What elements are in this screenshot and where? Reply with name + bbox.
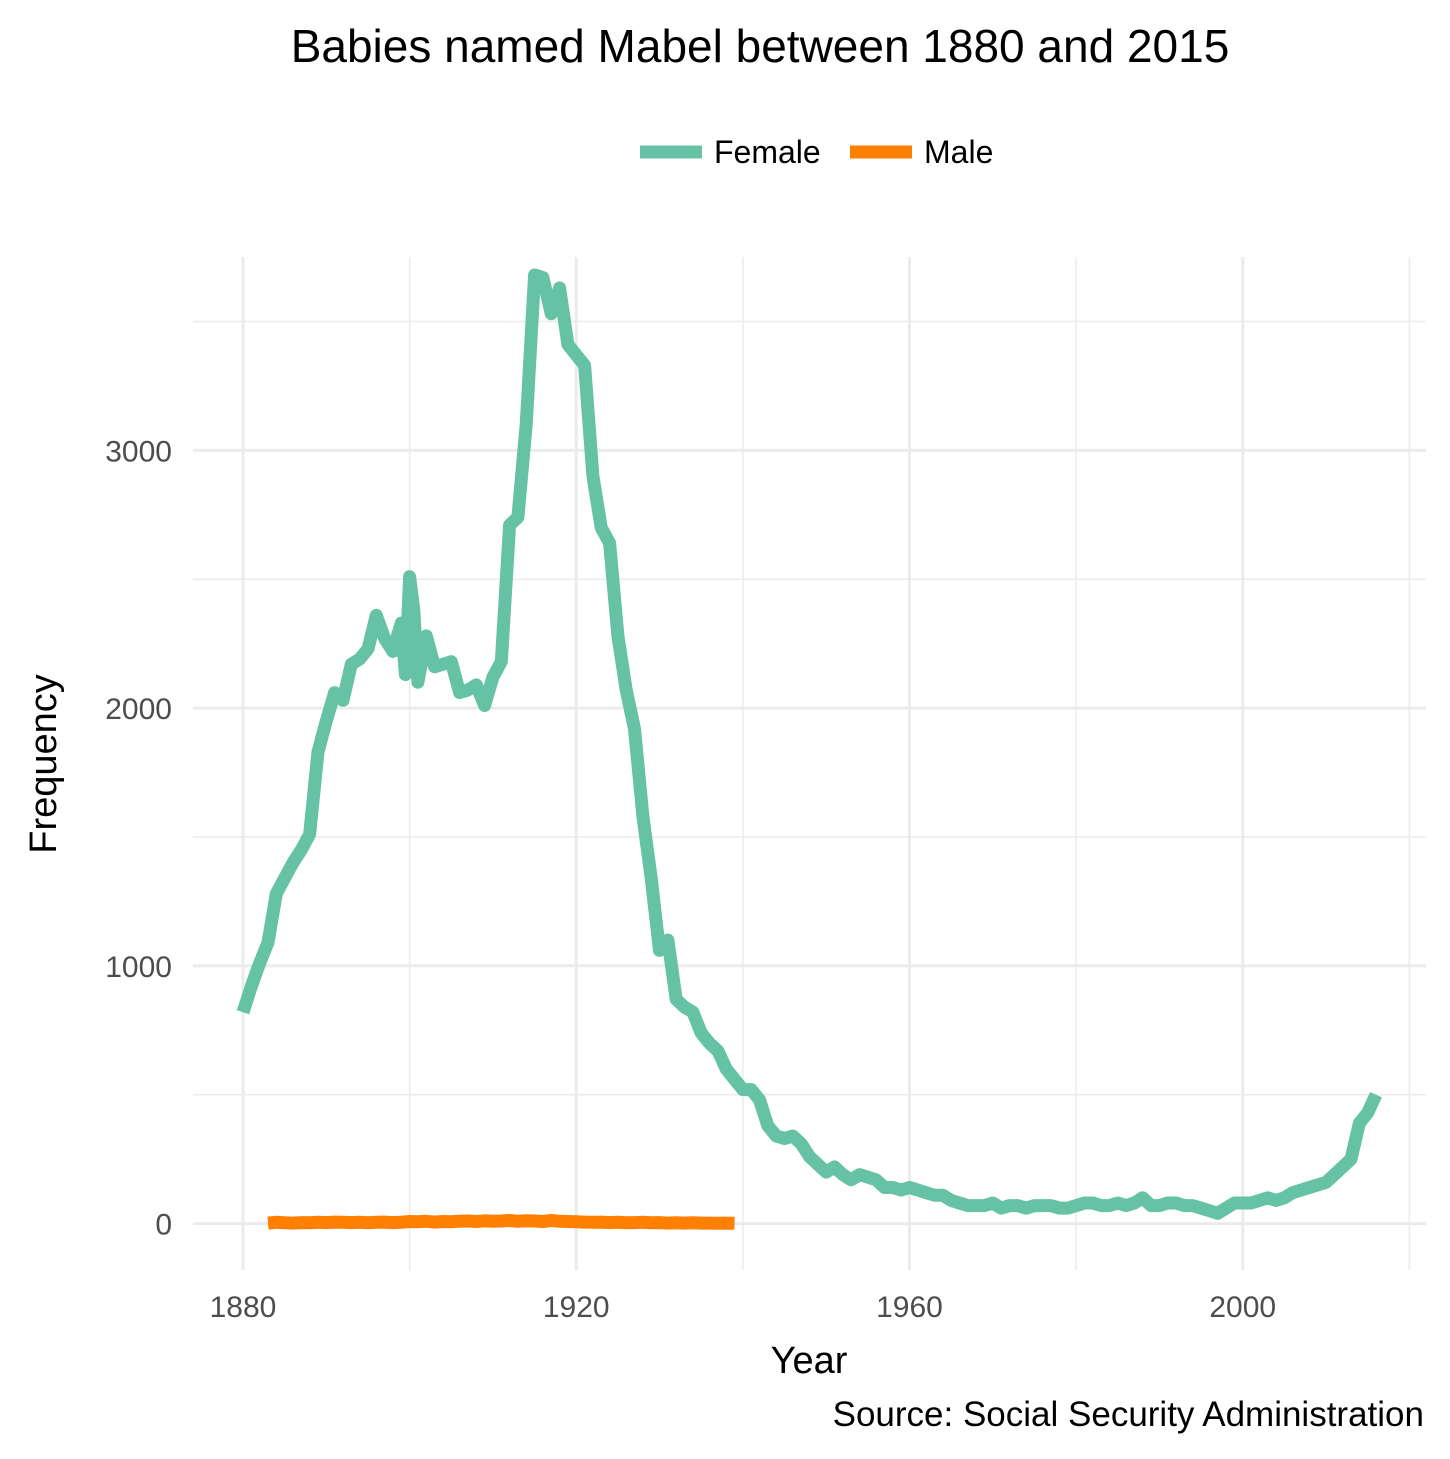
series-line-female <box>236 268 1382 1220</box>
x-tick-label: 1920 <box>543 1291 610 1324</box>
y-tick-label: 2000 <box>105 693 172 726</box>
major-gridlines <box>193 257 1426 1270</box>
legend: Female Male <box>640 134 993 170</box>
y-tick-label: 1000 <box>105 951 172 984</box>
legend-label-female: Female <box>714 134 821 170</box>
x-tick-label: 1960 <box>876 1291 943 1324</box>
legend-label-male: Male <box>924 134 993 170</box>
chart-title: Babies named Mabel between 1880 and 2015 <box>291 20 1230 72</box>
y-axis-tick-labels: 0 1000 2000 3000 <box>105 435 172 1241</box>
series-lines <box>236 268 1382 1230</box>
x-axis-tick-labels: 1880 1920 1960 2000 <box>210 1291 1276 1324</box>
series-line-male <box>267 1214 735 1230</box>
y-tick-label: 3000 <box>105 435 172 468</box>
source-caption: Source: Social Security Administration <box>833 1395 1424 1434</box>
x-axis-title: Year <box>771 1340 848 1382</box>
y-axis-title: Frequency <box>23 674 65 854</box>
minor-gridlines <box>193 257 1426 1270</box>
x-tick-label: 1880 <box>210 1291 277 1324</box>
x-tick-label: 2000 <box>1209 1291 1276 1324</box>
y-tick-label: 0 <box>155 1209 172 1242</box>
